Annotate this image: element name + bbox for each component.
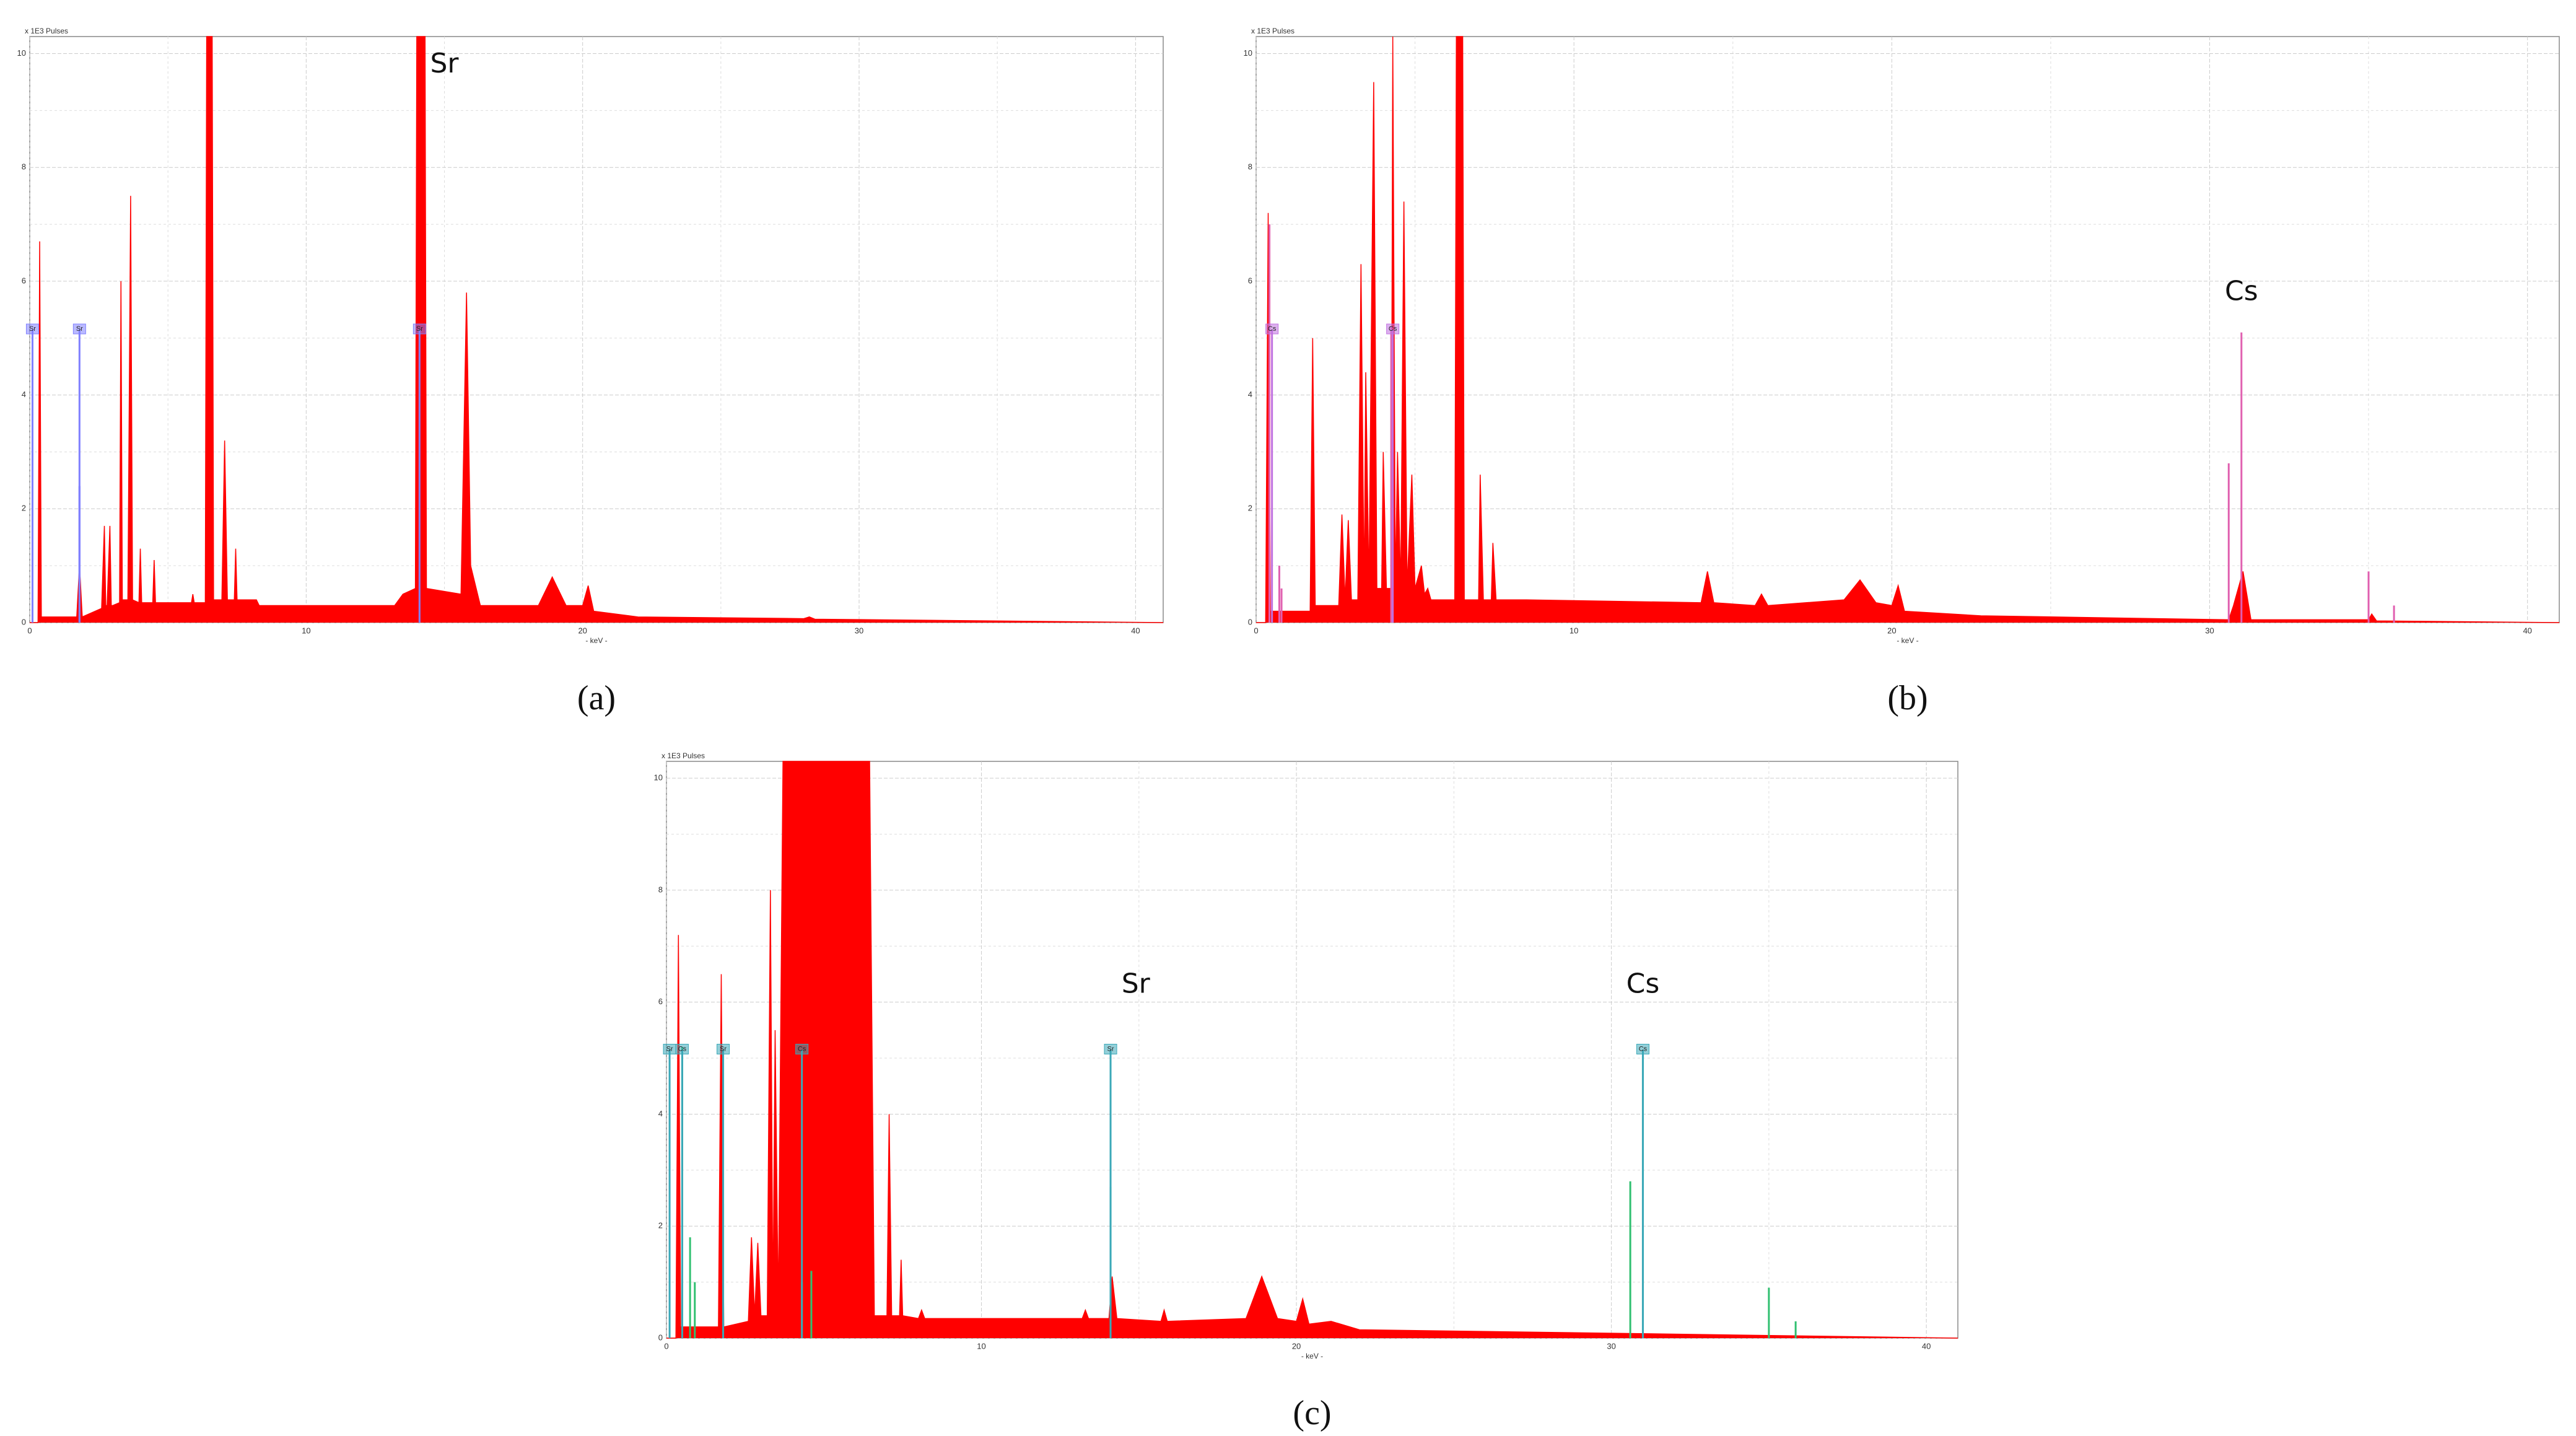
panel: 0 10 20 30 40 0 2 4 6 8 10 x 1E3 Pulses - keV - Cs Cs C…	[1244, 27, 2560, 717]
element-marker-label: Sr	[416, 325, 423, 333]
element-marker-label: Cs	[798, 1045, 806, 1053]
x-tick-label: 10	[302, 626, 310, 635]
element-marker-label: Cs	[1639, 1045, 1648, 1053]
element-marker-label: Sr	[1107, 1045, 1114, 1053]
panel: 0 10 20 30 40 0 2 4 6 8 10 x 1E3 Pulses - keV - Sr Cs S…	[654, 751, 1958, 1432]
element-marker-box	[72, 323, 86, 335]
x-tick-label: 0	[1254, 626, 1258, 635]
y-tick-label: 8	[658, 885, 663, 894]
y-tick-label: 6	[22, 276, 26, 285]
element-marker-box	[1265, 323, 1279, 335]
plot-area	[1255, 36, 2560, 623]
x-tick-label: 0	[664, 1341, 668, 1351]
element-marker-label: Sr	[76, 325, 83, 333]
y-tick-label: 6	[658, 997, 663, 1006]
y-tick-label: 10	[654, 773, 663, 782]
annotation: Sr	[430, 48, 459, 79]
caption: (a)	[577, 679, 616, 717]
y-axis-label: x 1E3 Pulses	[661, 751, 705, 760]
y-tick-label: 0	[1248, 617, 1252, 626]
x-tick-label: 0	[27, 626, 32, 635]
element-marker-label: Sr	[720, 1045, 727, 1053]
spectrum-area	[1256, 36, 2560, 623]
x-tick-label: 10	[1570, 626, 1578, 635]
spectrum-area	[30, 36, 1164, 623]
x-tick-label: 40	[2523, 626, 2531, 635]
element-marker-box	[1636, 1044, 1649, 1054]
x-tick-label: 20	[578, 626, 587, 635]
element-marker-label: Sr	[29, 325, 36, 333]
y-axis-label: x 1E3 Pulses	[25, 27, 68, 35]
y-tick-label: 4	[1248, 390, 1252, 399]
element-marker-label: Cs	[678, 1045, 687, 1053]
caption: (c)	[1293, 1394, 1331, 1432]
y-tick-label: 2	[22, 504, 26, 513]
spectrum-area	[666, 761, 1958, 1339]
element-marker-label: Sr	[666, 1045, 673, 1053]
caption: (b)	[1887, 679, 1928, 717]
element-marker-box	[795, 1044, 809, 1054]
y-tick-label: 0	[22, 617, 26, 626]
y-tick-label: 0	[658, 1333, 663, 1342]
element-marker-box	[675, 1044, 689, 1054]
element-marker-box	[25, 323, 39, 335]
y-tick-label: 6	[1248, 276, 1252, 285]
element-marker-box	[413, 323, 426, 335]
x-axis-label: - keV -	[585, 636, 607, 645]
plot-area	[29, 36, 1164, 623]
y-tick-label: 8	[22, 162, 26, 172]
x-tick-label: 40	[1922, 1341, 1931, 1351]
x-axis-label: - keV -	[1897, 636, 1918, 645]
x-tick-label: 10	[977, 1341, 985, 1351]
element-marker-box	[1104, 1044, 1117, 1054]
y-tick-label: 2	[658, 1221, 663, 1230]
x-tick-label: 40	[1131, 626, 1140, 635]
y-tick-label: 10	[1244, 48, 1252, 58]
element-marker-box	[717, 1044, 730, 1054]
y-tick-label: 8	[1248, 162, 1252, 172]
x-tick-label: 30	[855, 626, 863, 635]
x-tick-label: 20	[1887, 626, 1896, 635]
annotation: Sr	[1122, 968, 1151, 1000]
element-marker-label: Cs	[1268, 325, 1277, 333]
element-marker-box	[1386, 323, 1400, 335]
panel: 0 10 20 30 40 0 2 4 6 8 10 x 1E3 Pulses - keV - Sr Sr S…	[17, 27, 1164, 717]
y-tick-label: 10	[17, 48, 26, 58]
x-tick-label: 30	[1607, 1341, 1615, 1351]
plot-area	[666, 761, 1958, 1339]
y-tick-label: 2	[1248, 504, 1252, 513]
y-axis-label: x 1E3 Pulses	[1251, 27, 1295, 35]
x-tick-label: 20	[1292, 1341, 1301, 1351]
annotation: Cs	[1626, 968, 1660, 1000]
element-marker-label: Cs	[1389, 325, 1397, 333]
y-tick-label: 4	[22, 390, 26, 399]
annotation: Cs	[2225, 275, 2258, 307]
x-tick-label: 30	[2205, 626, 2214, 635]
y-tick-label: 4	[658, 1109, 663, 1118]
x-axis-label: - keV -	[1301, 1352, 1323, 1360]
